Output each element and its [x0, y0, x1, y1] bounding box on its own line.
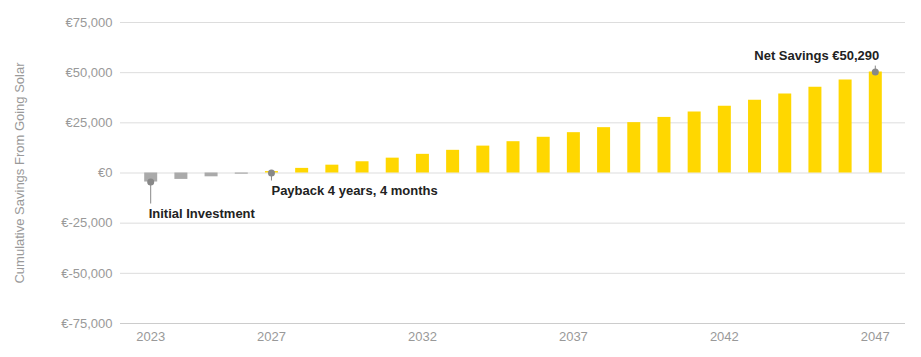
svg-text:2037: 2037	[559, 329, 588, 344]
svg-text:€-75,000: €-75,000	[61, 316, 112, 331]
svg-text:Cumulative Savings From Going: Cumulative Savings From Going Solar	[12, 62, 27, 284]
svg-text:€-25,000: €-25,000	[61, 215, 112, 230]
svg-text:2042: 2042	[710, 329, 739, 344]
svg-text:2032: 2032	[408, 329, 437, 344]
svg-text:€25,000: €25,000	[66, 115, 113, 130]
svg-text:Payback 4 years, 4 months: Payback 4 years, 4 months	[271, 183, 437, 198]
svg-text:Net Savings €50,290: Net Savings €50,290	[754, 48, 879, 63]
svg-text:€-50,000: €-50,000	[61, 265, 112, 280]
svg-text:€0: €0	[98, 165, 112, 180]
svg-text:€50,000: €50,000	[66, 65, 113, 80]
svg-text:€75,000: €75,000	[66, 15, 113, 30]
svg-text:Initial Investment: Initial Investment	[149, 206, 256, 221]
svg-text:2023: 2023	[136, 329, 165, 344]
svg-text:2047: 2047	[861, 329, 890, 344]
svg-text:2027: 2027	[257, 329, 286, 344]
